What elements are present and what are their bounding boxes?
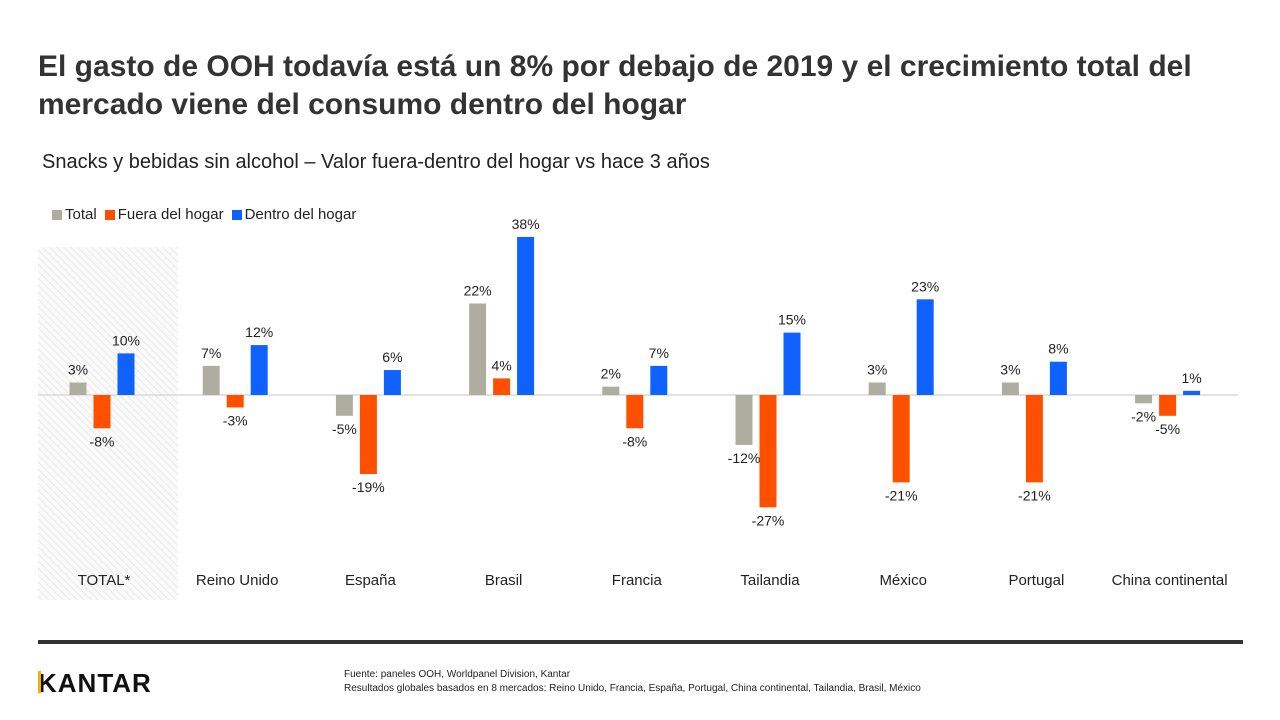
bar-total <box>69 382 87 395</box>
legend-label: Fuera del hogar <box>117 206 224 223</box>
bar-total <box>868 382 886 395</box>
bar-dentro-del-hogar <box>383 370 401 395</box>
data-label: 1% <box>1181 370 1201 386</box>
kantar-logo: KANTAR <box>38 668 152 698</box>
legend-item-total: Total <box>52 206 97 223</box>
data-label: 7% <box>649 345 669 361</box>
bar-total <box>1001 382 1019 395</box>
data-label: 3% <box>68 362 88 378</box>
category-label: Tailandia <box>740 572 800 589</box>
bar-total <box>602 386 620 395</box>
data-label: -21% <box>885 487 918 503</box>
category-label: China continental <box>1112 572 1228 589</box>
bar-fuera-del-hogar <box>359 395 377 475</box>
bar-total <box>202 365 220 395</box>
bar-dentro-del-hogar <box>517 236 535 395</box>
bar-total <box>735 395 753 445</box>
bar-fuera-del-hogar <box>1025 395 1043 483</box>
data-label: 38% <box>512 216 540 232</box>
data-label: -8% <box>622 433 647 449</box>
data-label: 3% <box>867 362 887 378</box>
bar-fuera-del-hogar <box>226 395 244 408</box>
data-label: -2% <box>1131 408 1156 424</box>
category-label: Reino Unido <box>196 572 279 589</box>
bar-dentro-del-hogar <box>1049 361 1067 395</box>
category-label: Francia <box>612 572 663 589</box>
chart-subtitle: Snacks y bebidas sin alcohol – Valor fue… <box>42 151 710 173</box>
data-label: 12% <box>245 324 273 340</box>
data-label: -3% <box>223 412 248 428</box>
bar-dentro-del-hogar <box>1183 390 1201 395</box>
category-label: Portugal <box>1008 572 1064 589</box>
data-label: 4% <box>491 357 511 373</box>
footer-notes: Fuente: paneles OOH, Worldpanel Division… <box>344 668 921 696</box>
bar-dentro-del-hogar <box>916 299 934 395</box>
data-label: 10% <box>112 332 140 348</box>
footer-source: Fuente: paneles OOH, Worldpanel Division… <box>344 669 571 680</box>
data-label: 23% <box>911 278 939 294</box>
data-label: -21% <box>1018 487 1051 503</box>
legend-item-dentro: Dentro del hogar <box>231 206 357 223</box>
data-label: -5% <box>1155 421 1180 437</box>
bar-total <box>335 395 353 416</box>
bar-dentro-del-hogar <box>250 345 268 395</box>
data-label: 7% <box>201 345 221 361</box>
legend-label: Dentro del hogar <box>244 206 357 223</box>
bar-total <box>469 303 487 395</box>
data-label: -19% <box>352 479 385 495</box>
data-label: 22% <box>464 282 492 298</box>
bar-dentro-del-hogar <box>117 353 135 395</box>
legend-label: Total <box>65 206 97 223</box>
category-label: Brasil <box>485 572 523 589</box>
data-label: 6% <box>382 349 402 365</box>
bar-dentro-del-hogar <box>650 365 668 395</box>
bar-fuera-del-hogar <box>892 395 910 483</box>
data-label: 3% <box>1000 362 1020 378</box>
data-label: -27% <box>752 512 785 528</box>
footer-divider <box>38 640 1243 644</box>
data-label: 8% <box>1048 341 1068 357</box>
category-label: España <box>345 572 397 589</box>
legend: Total Fuera del hogar Dentro del hogar <box>52 206 356 223</box>
legend-item-fuera: Fuera del hogar <box>104 206 224 223</box>
category-label: México <box>879 572 927 589</box>
data-label: -8% <box>90 433 115 449</box>
data-label: -5% <box>332 421 357 437</box>
bar-fuera-del-hogar <box>93 395 111 429</box>
bar-fuera-del-hogar <box>759 395 777 508</box>
category-label: TOTAL* <box>78 572 131 589</box>
bar-fuera-del-hogar <box>1159 395 1177 416</box>
bar-fuera-del-hogar <box>493 378 511 395</box>
bar-dentro-del-hogar <box>783 332 801 395</box>
data-label: -12% <box>728 450 761 466</box>
data-label: 15% <box>778 312 806 328</box>
footer-note: Resultados globales basados en 8 mercado… <box>344 683 921 694</box>
page-title: El gasto de OOH todavía está un 8% por d… <box>38 50 1192 121</box>
data-label: 2% <box>601 366 621 382</box>
bar-fuera-del-hogar <box>626 395 644 429</box>
bar-total <box>1135 395 1153 404</box>
